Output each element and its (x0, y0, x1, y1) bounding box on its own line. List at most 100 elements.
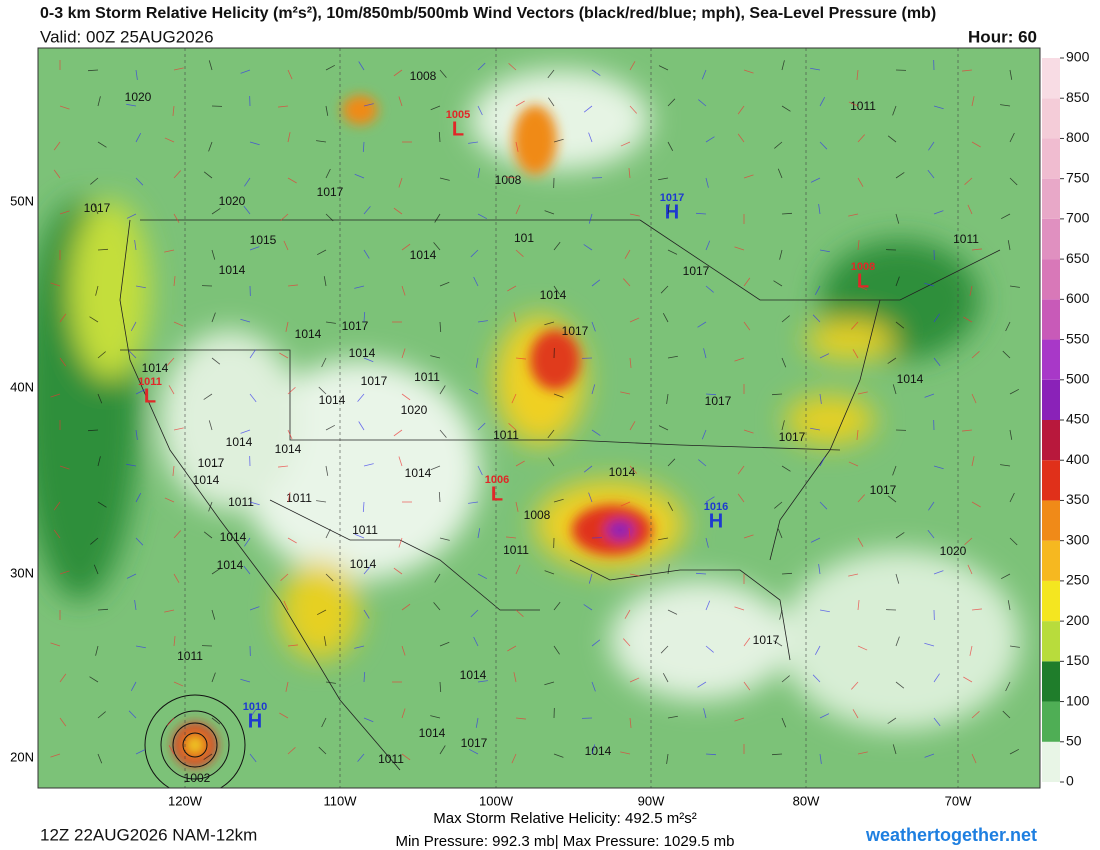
isobar-label: 1020 (401, 403, 428, 417)
isobar-label: 1011 (286, 491, 312, 505)
wind-vector (924, 282, 935, 287)
wind-vector (553, 753, 564, 758)
wind-vector (470, 249, 479, 258)
wind-vector (819, 609, 830, 613)
wind-vector (895, 276, 900, 287)
wind-vector (660, 285, 669, 294)
isobar-label: 1014 (193, 473, 220, 487)
wind-vector (698, 99, 707, 107)
wind-vector (964, 177, 973, 185)
wind-vector (430, 105, 441, 111)
colorbar-label: 450 (1066, 411, 1090, 427)
isobar-label: 1014 (220, 530, 247, 544)
wind-vector (810, 537, 821, 543)
isobar-label: 1017 (361, 374, 388, 388)
wind-vector (325, 321, 336, 324)
wind-vector (173, 681, 184, 687)
wind-vector (401, 753, 411, 761)
wind-vector (620, 141, 631, 147)
wind-vector (363, 717, 374, 723)
wind-vector (553, 285, 560, 295)
wind-vector (623, 278, 631, 287)
wind-vector (624, 249, 631, 259)
wind-vector (433, 242, 441, 251)
colorbar-segment (1042, 500, 1060, 541)
wind-vector (734, 606, 745, 611)
wind-vector (933, 673, 940, 683)
wind-vector (97, 248, 109, 251)
wind-vector (583, 465, 593, 473)
wind-vector (173, 321, 184, 327)
wind-vector (173, 530, 181, 539)
wind-vector (211, 249, 216, 260)
pressure-center-letter: L (491, 483, 503, 505)
isobar-label: 1017 (870, 483, 897, 497)
wind-vector (658, 177, 669, 181)
colorbar-segment (1042, 741, 1060, 782)
wind-vector (848, 213, 859, 217)
isobar-label: 1017 (342, 319, 369, 333)
wind-vector (97, 351, 106, 359)
colorbar-segment (1042, 460, 1060, 501)
colorbar-segment (1042, 661, 1060, 702)
longitude-label: 120W (168, 793, 203, 808)
wind-vector (470, 609, 479, 618)
wind-vector (1009, 748, 1020, 755)
wind-vector (848, 461, 859, 467)
wind-vector (243, 205, 251, 215)
pressure-center-letter: H (709, 510, 723, 532)
wind-vector (895, 573, 900, 584)
valid-time: Valid: 00Z 25AUG2026 (40, 27, 214, 46)
wind-vector (507, 285, 517, 292)
wind-vector (506, 176, 517, 179)
wind-vector (697, 321, 707, 328)
wind-vector (819, 249, 830, 253)
isobar-label: 1011 (228, 495, 254, 509)
wind-vector (515, 460, 525, 467)
isobar-label: 1017 (84, 201, 111, 215)
wind-vector (887, 135, 897, 143)
colorbar-segment (1042, 621, 1060, 662)
wind-vector (515, 141, 519, 152)
wind-vector (477, 573, 488, 580)
wind-vector (508, 423, 517, 431)
wind-vector (203, 171, 213, 179)
wind-vector (553, 393, 564, 398)
wind-vector (887, 495, 897, 503)
wind-vector (818, 564, 821, 575)
wind-vector (743, 429, 754, 434)
wind-vector (819, 141, 828, 150)
wind-vector (697, 681, 707, 688)
pressure-center-letter: H (665, 201, 679, 223)
colorbar-label: 350 (1066, 491, 1090, 507)
wind-vector (781, 357, 787, 368)
wind-vector (705, 753, 717, 756)
wind-vector (857, 537, 864, 547)
wind-vector (892, 744, 897, 755)
wind-vector (287, 69, 293, 80)
pressure-center-letter: H (248, 710, 262, 732)
wind-vector (667, 458, 676, 467)
isobar-label: 1014 (419, 726, 446, 740)
colorbar-segment (1042, 218, 1060, 260)
wind-vector (895, 532, 905, 539)
wind-vector (278, 465, 289, 468)
map-field: 1005L1017H1008L1011L1006L1016H1010H10201… (38, 48, 1040, 788)
wind-vector (895, 213, 900, 224)
wind-vector (629, 421, 636, 431)
wind-vector (743, 321, 751, 331)
wind-vector (515, 357, 526, 360)
site-name: weathertogether.net (865, 825, 1037, 845)
wind-vector (130, 681, 137, 692)
wind-vector (393, 207, 403, 215)
wind-vector (401, 645, 406, 656)
colorbar-label: 100 (1066, 692, 1090, 708)
wind-vector (703, 708, 707, 719)
isobar-label: 1008 (410, 69, 437, 83)
wind-vector (705, 645, 714, 653)
wind-vector (249, 141, 260, 146)
colorbar-label: 600 (1066, 290, 1090, 306)
wind-vector (439, 177, 450, 181)
isobar-label: 1014 (460, 668, 487, 682)
